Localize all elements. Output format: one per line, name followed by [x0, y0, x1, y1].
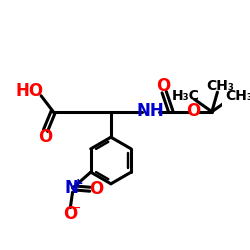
- Text: N: N: [64, 179, 78, 197]
- Text: O: O: [156, 77, 170, 95]
- Text: O: O: [89, 180, 103, 198]
- Text: CH₃: CH₃: [225, 89, 250, 103]
- Text: ⁻: ⁻: [73, 204, 81, 218]
- Text: CH₃: CH₃: [206, 78, 234, 92]
- Text: HO: HO: [16, 82, 44, 100]
- Text: O: O: [38, 128, 52, 146]
- Text: O: O: [63, 205, 78, 223]
- Text: +: +: [73, 177, 84, 190]
- Text: O: O: [186, 102, 200, 120]
- Text: H₃C: H₃C: [171, 89, 199, 103]
- Text: NH: NH: [136, 102, 164, 120]
